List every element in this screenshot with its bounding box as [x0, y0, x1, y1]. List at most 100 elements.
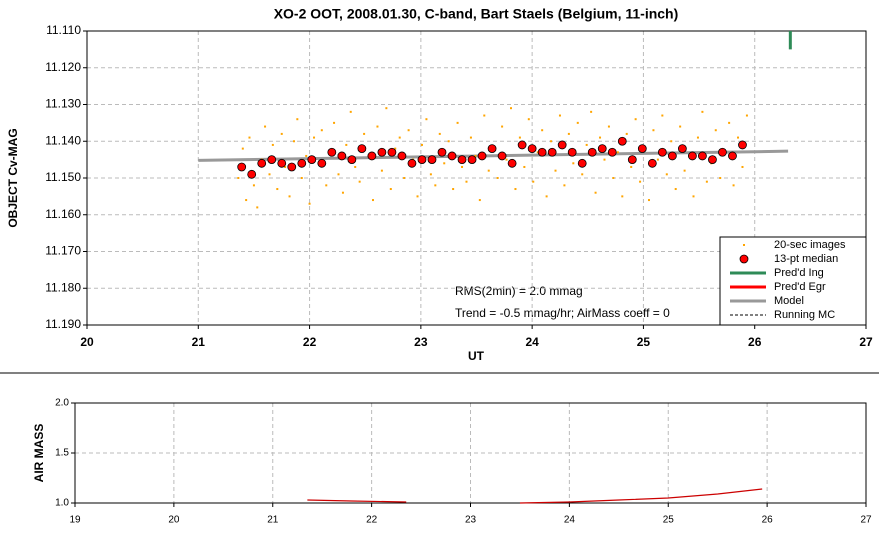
- point: [380, 169, 383, 172]
- point: [434, 184, 437, 187]
- point: [599, 136, 602, 139]
- legend-swatch: [739, 254, 749, 264]
- y-axis-label: OBJECT Cv-MAG: [6, 128, 20, 227]
- point: [567, 147, 577, 157]
- point: [267, 155, 277, 165]
- point: [276, 188, 279, 191]
- point: [292, 140, 295, 143]
- x-tick-label: 23: [465, 515, 477, 526]
- point: [394, 147, 397, 150]
- point: [247, 169, 257, 179]
- y-tick-label: 11.110: [46, 23, 81, 37]
- point: [714, 129, 717, 132]
- point: [358, 180, 361, 183]
- point: [728, 121, 731, 124]
- point: [363, 132, 366, 135]
- point: [634, 118, 637, 121]
- point: [307, 155, 317, 165]
- point: [677, 144, 687, 154]
- x-tick-label: 27: [859, 335, 873, 349]
- x-tick-label: 24: [525, 335, 539, 349]
- point: [550, 140, 553, 143]
- point: [372, 199, 375, 202]
- point: [637, 144, 647, 154]
- point: [577, 158, 587, 168]
- plot-frame: [74, 402, 867, 504]
- y-tick-label: 11.190: [45, 317, 81, 331]
- x-tick-label: 23: [414, 335, 428, 349]
- point: [705, 180, 708, 183]
- point: [308, 202, 311, 205]
- point: [398, 136, 401, 139]
- point: [429, 173, 432, 176]
- point: [639, 180, 642, 183]
- point: [630, 165, 633, 168]
- point: [625, 132, 628, 135]
- point: [737, 136, 740, 139]
- point: [741, 165, 744, 168]
- point: [718, 147, 727, 157]
- point: [667, 151, 677, 161]
- point: [337, 151, 347, 161]
- x-tick-label: 26: [762, 515, 774, 526]
- point: [732, 184, 735, 187]
- point: [576, 121, 579, 124]
- point: [554, 169, 557, 172]
- point: [280, 132, 283, 135]
- point: [647, 199, 650, 202]
- point: [296, 118, 299, 121]
- point: [541, 129, 544, 132]
- point: [547, 147, 557, 157]
- y-tick-label: 11.160: [45, 207, 81, 221]
- point: [616, 151, 619, 154]
- point: [357, 144, 367, 154]
- point: [597, 144, 607, 154]
- point: [461, 165, 464, 168]
- y-tick-label: 11.180: [45, 280, 81, 294]
- point: [284, 165, 287, 168]
- point: [505, 158, 508, 161]
- point: [325, 184, 328, 187]
- point: [657, 147, 667, 157]
- x-tick-label: 22: [366, 515, 378, 526]
- point: [518, 136, 521, 139]
- point: [647, 158, 657, 168]
- point: [607, 147, 617, 157]
- point: [237, 162, 247, 172]
- y-tick-label: 1.5: [55, 448, 69, 459]
- point: [264, 125, 267, 128]
- y-tick-label: 11.140: [45, 133, 81, 147]
- point: [594, 191, 597, 194]
- point: [333, 121, 336, 124]
- point: [745, 114, 748, 117]
- point: [656, 158, 659, 161]
- point: [271, 143, 274, 146]
- point: [607, 125, 610, 128]
- point: [337, 173, 340, 176]
- point: [241, 147, 244, 150]
- y-tick-label: 11.170: [45, 244, 81, 258]
- point: [587, 147, 597, 157]
- point: [367, 151, 377, 161]
- point: [457, 155, 467, 165]
- point: [567, 132, 570, 135]
- point: [692, 195, 695, 198]
- point: [497, 151, 507, 161]
- point: [701, 110, 704, 113]
- point: [679, 125, 682, 128]
- point: [268, 173, 271, 176]
- point: [467, 155, 477, 165]
- point: [245, 199, 248, 202]
- x-tick-label: 26: [748, 335, 762, 349]
- x-tick-label: 22: [303, 335, 317, 349]
- point: [465, 180, 468, 183]
- point: [447, 151, 457, 161]
- y-tick-label: 1.0: [55, 498, 69, 509]
- point: [456, 121, 459, 124]
- x-tick-label: 25: [637, 335, 651, 349]
- point: [523, 165, 526, 168]
- plot-frame: [86, 30, 867, 326]
- point: [347, 155, 357, 165]
- point: [389, 188, 392, 191]
- y-tick-label: 11.130: [45, 97, 81, 111]
